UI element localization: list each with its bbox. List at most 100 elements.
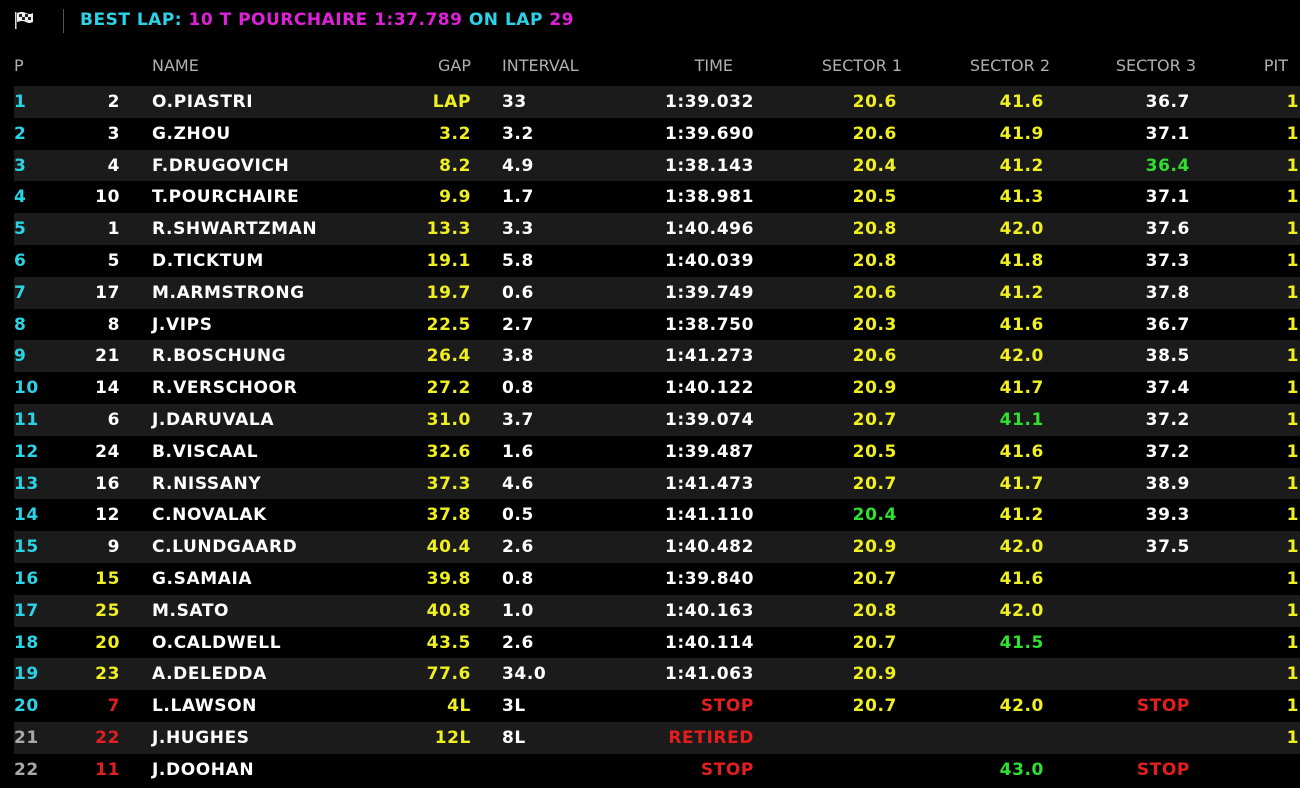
- lap-time: 1:40.496: [664, 219, 754, 240]
- position: 9: [14, 346, 27, 367]
- pit: 1: [1286, 314, 1299, 335]
- lap-time: 1:38.750: [664, 314, 754, 335]
- pit: 1: [1286, 473, 1299, 494]
- sector-3: 37.5: [1145, 537, 1190, 558]
- gap: 31.0: [426, 409, 471, 430]
- interval: 5.8: [502, 250, 534, 271]
- sector-2: 41.6: [999, 92, 1044, 112]
- table-row[interactable]: 9 21 R.BOSCHUNG 26.4 3.8 1:41.273 20.6 42.0 38.5…: [14, 340, 1300, 373]
- sector-2: 41.7: [999, 473, 1044, 494]
- position: 2: [14, 123, 27, 144]
- gap: 39.8: [426, 568, 471, 589]
- sector-2: 41.6: [999, 568, 1044, 589]
- car-number: 8: [107, 314, 120, 335]
- header-sector-2: SECTOR 2: [969, 56, 1050, 75]
- table-row[interactable]: 7 17 M.ARMSTRONG 19.7 0.6 1:39.749 20.6 41.2 37.…: [14, 276, 1300, 309]
- table-row[interactable]: 22 11 J.DOOHAN STOP 43.0 STOP: [14, 754, 1300, 786]
- table-row[interactable]: 17 25 M.SATO 40.8 1.0 1:40.163 20.8 42.0 1: [14, 594, 1300, 627]
- divider: [63, 9, 64, 33]
- table-row[interactable]: 19 23 A.DELEDDA 77.6 34.0 1:41.063 20.9 1: [14, 658, 1300, 691]
- table-row[interactable]: 1 2 O.PIASTRI LAP 33 1:39.032 20.6 41.6 36.7 1: [14, 86, 1300, 118]
- driver-name: R.SHWARTZMAN: [152, 219, 318, 240]
- lap-time: RETIRED: [668, 727, 754, 748]
- sector-1: 20.9: [852, 378, 897, 399]
- table-row[interactable]: 20 7 L.LAWSON 4L 3L STOP 20.7 42.0 STOP 1: [14, 690, 1300, 722]
- sector-1: 20.8: [852, 250, 897, 271]
- gap: 32.6: [426, 441, 471, 462]
- sector-3: STOP: [1136, 696, 1190, 717]
- lap-time: STOP: [700, 696, 754, 717]
- driver-name: A.DELEDDA: [152, 664, 267, 685]
- car-number: 21: [95, 346, 120, 367]
- sector-2: 41.2: [999, 282, 1044, 303]
- table-row[interactable]: 3 4 F.DRUGOVICH 8.2 4.9 1:38.143 20.4 41.2 36.4 1: [14, 149, 1300, 182]
- sector-2: 41.6: [999, 314, 1044, 335]
- gap: 13.3: [426, 219, 471, 240]
- pit: 1: [1286, 282, 1299, 303]
- table-row[interactable]: 15 9 C.LUNDGAARD 40.4 2.6 1:40.482 20.9 42.0 37.…: [14, 531, 1300, 563]
- interval: 4.6: [502, 473, 534, 494]
- table-row[interactable]: 5 1 R.SHWARTZMAN 13.3 3.3 1:40.496 20.8 42.0 37.…: [14, 213, 1300, 245]
- sector-3: 36.7: [1145, 314, 1190, 335]
- gap: 3.2: [439, 123, 471, 144]
- driver-name: J.DARUVALA: [152, 409, 275, 430]
- sector-3: 37.1: [1145, 123, 1190, 144]
- table-row[interactable]: 16 15 G.SAMAIA 39.8 0.8 1:39.840 20.7 41.6 1: [14, 563, 1300, 595]
- pit: 1: [1286, 441, 1299, 462]
- sector-1: 20.8: [852, 219, 897, 240]
- position: 5: [14, 219, 27, 240]
- car-number: 9: [107, 537, 120, 558]
- gap: 43.5: [426, 632, 471, 653]
- car-number: 3: [107, 123, 120, 144]
- table-row[interactable]: 18 20 O.CALDWELL 43.5 2.6 1:40.114 20.7 41.5 1: [14, 627, 1300, 659]
- sector-3: 37.8: [1145, 282, 1190, 303]
- table-row[interactable]: 4 10 T.POURCHAIRE 9.9 1.7 1:38.981 20.5 41.3 37.…: [14, 181, 1300, 213]
- table-row[interactable]: 10 14 R.VERSCHOOR 27.2 0.8 1:40.122 20.9 41.7 37…: [14, 372, 1300, 404]
- table-row[interactable]: 12 24 B.VISCAAL 32.6 1.6 1:39.487 20.5 41.6 37.2…: [14, 436, 1300, 468]
- table-row[interactable]: 8 8 J.VIPS 22.5 2.7 1:38.750 20.3 41.6 36.7 1: [14, 309, 1300, 341]
- interval: 2.6: [502, 537, 534, 558]
- best-lap-on: ON LAP: [468, 10, 543, 30]
- sector-3: 37.6: [1145, 219, 1190, 240]
- car-number: 24: [95, 441, 120, 462]
- table-row[interactable]: 14 12 C.NOVALAK 37.8 0.5 1:41.110 20.4 41.2 39.3…: [14, 499, 1300, 531]
- driver-name: B.VISCAAL: [152, 441, 259, 462]
- table-row[interactable]: 21 22 J.HUGHES 12L 8L RETIRED 1: [14, 721, 1300, 754]
- table-row[interactable]: 2 3 G.ZHOU 3.2 3.2 1:39.690 20.6 41.9 37.1 1: [14, 118, 1300, 150]
- sector-1: 20.7: [852, 568, 897, 589]
- table-row[interactable]: 11 6 J.DARUVALA 31.0 3.7 1:39.074 20.7 41.1 37.2…: [14, 403, 1300, 436]
- sector-3: 37.3: [1145, 250, 1190, 271]
- driver-name: J.HUGHES: [152, 727, 250, 748]
- driver-name: R.BOSCHUNG: [152, 346, 287, 367]
- lap-time: 1:40.482: [664, 537, 754, 558]
- car-number: 2: [107, 92, 120, 112]
- sector-1: 20.5: [852, 187, 897, 208]
- sector-1: 20.4: [852, 505, 897, 526]
- interval: 0.8: [502, 568, 534, 589]
- car-number: 16: [95, 473, 120, 494]
- driver-name: M.ARMSTRONG: [152, 282, 305, 303]
- sector-2: 41.2: [999, 155, 1044, 176]
- interval: 0.8: [502, 378, 534, 399]
- lap-time: 1:39.074: [664, 409, 754, 430]
- sector-2: 43.0: [999, 759, 1044, 780]
- position: 1: [14, 92, 27, 112]
- table-row[interactable]: 6 5 D.TICKTUM 19.1 5.8 1:40.039 20.8 41.8 37.3 1: [14, 245, 1300, 277]
- lap-time: 1:41.063: [664, 664, 754, 685]
- sector-2: 42.0: [999, 219, 1044, 240]
- sector-1: 20.6: [852, 123, 897, 144]
- sector-1: 20.4: [852, 155, 897, 176]
- pit: 1: [1286, 568, 1299, 589]
- driver-name: J.VIPS: [152, 314, 213, 335]
- interval: 0.5: [502, 505, 534, 526]
- table-row[interactable]: 13 16 R.NISSANY 37.3 4.6 1:41.473 20.7 41.7 38.9…: [14, 467, 1300, 500]
- gap: 27.2: [426, 378, 471, 399]
- position: 19: [14, 664, 39, 685]
- car-number: 14: [95, 378, 120, 399]
- interval: 3L: [502, 696, 526, 717]
- lap-time: 1:39.690: [664, 123, 754, 144]
- car-number: 17: [95, 282, 120, 303]
- pit: 1: [1286, 727, 1299, 748]
- gap: LAP: [432, 92, 471, 112]
- header-sector-1: SECTOR 1: [821, 56, 902, 75]
